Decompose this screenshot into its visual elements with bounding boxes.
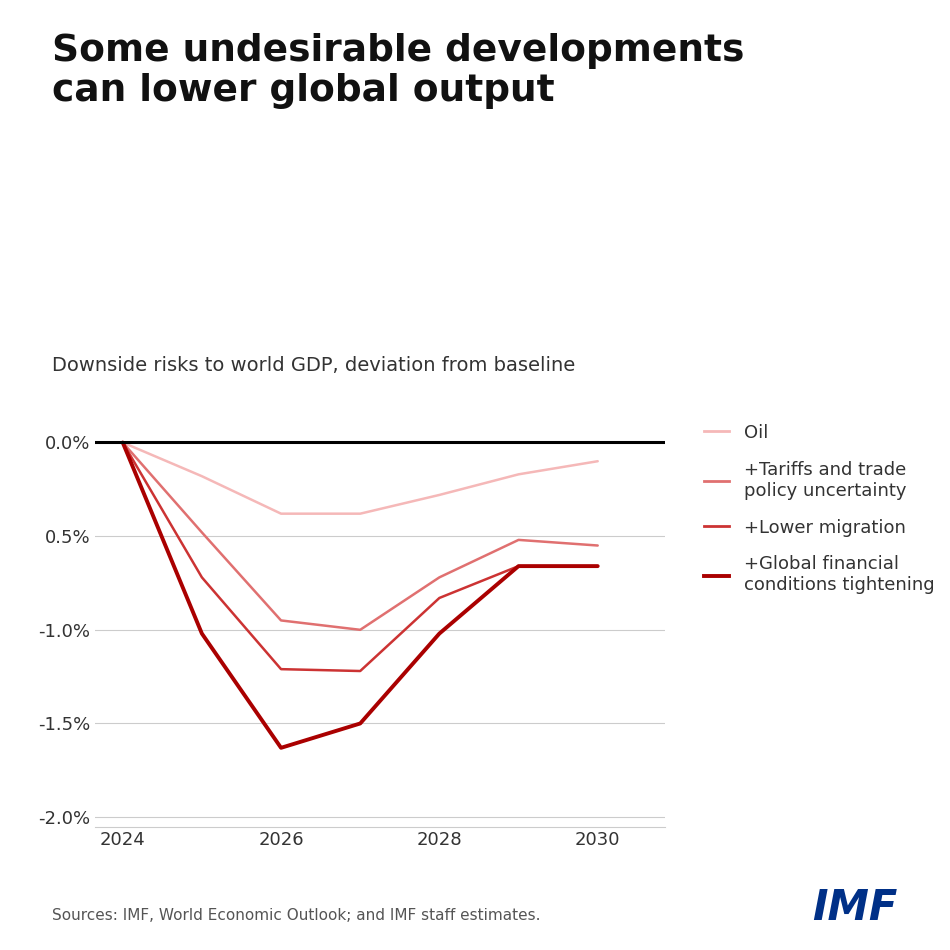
Text: Some undesirable developments
can lower global output: Some undesirable developments can lower … — [52, 33, 745, 109]
Text: Downside risks to world GDP, deviation from baseline: Downside risks to world GDP, deviation f… — [52, 356, 576, 375]
Legend: Oil, +Tariffs and trade
policy uncertainty, +Lower migration, +Global financial
: Oil, +Tariffs and trade policy uncertain… — [697, 417, 941, 601]
Text: Sources: IMF, World Economic Outlook; and IMF staff estimates.: Sources: IMF, World Economic Outlook; an… — [52, 908, 541, 923]
Text: IMF: IMF — [812, 887, 898, 929]
